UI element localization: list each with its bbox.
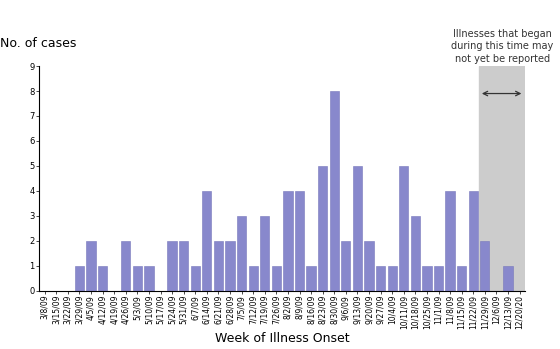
Bar — [388, 266, 397, 291]
Bar — [283, 191, 292, 291]
Bar — [503, 266, 512, 291]
Bar — [121, 241, 130, 291]
Bar — [445, 191, 455, 291]
Bar — [202, 191, 212, 291]
Bar — [272, 266, 281, 291]
Bar — [318, 166, 327, 291]
Bar — [479, 66, 525, 291]
Bar — [237, 216, 246, 291]
Bar — [260, 216, 269, 291]
Bar — [410, 216, 420, 291]
Bar — [225, 241, 235, 291]
Bar — [376, 266, 385, 291]
Bar — [144, 266, 153, 291]
Bar — [98, 266, 107, 291]
Bar — [190, 266, 200, 291]
Bar — [353, 166, 362, 291]
Bar — [330, 91, 339, 291]
Text: Illnesses that began
during this time may
not yet be reported: Illnesses that began during this time ma… — [451, 29, 553, 64]
Bar — [469, 191, 478, 291]
Bar — [179, 241, 188, 291]
Bar — [365, 241, 374, 291]
Bar — [306, 266, 316, 291]
Bar — [341, 241, 351, 291]
Bar — [295, 191, 304, 291]
Bar — [249, 266, 258, 291]
Bar — [457, 266, 466, 291]
Bar — [133, 266, 142, 291]
Bar — [167, 241, 177, 291]
Bar — [86, 241, 96, 291]
Bar — [399, 166, 408, 291]
X-axis label: Week of Illness Onset: Week of Illness Onset — [215, 332, 349, 345]
Bar — [434, 266, 443, 291]
Text: No. of cases: No. of cases — [0, 37, 76, 50]
Bar — [75, 266, 84, 291]
Bar — [480, 241, 489, 291]
Bar — [422, 266, 432, 291]
Bar — [214, 241, 223, 291]
